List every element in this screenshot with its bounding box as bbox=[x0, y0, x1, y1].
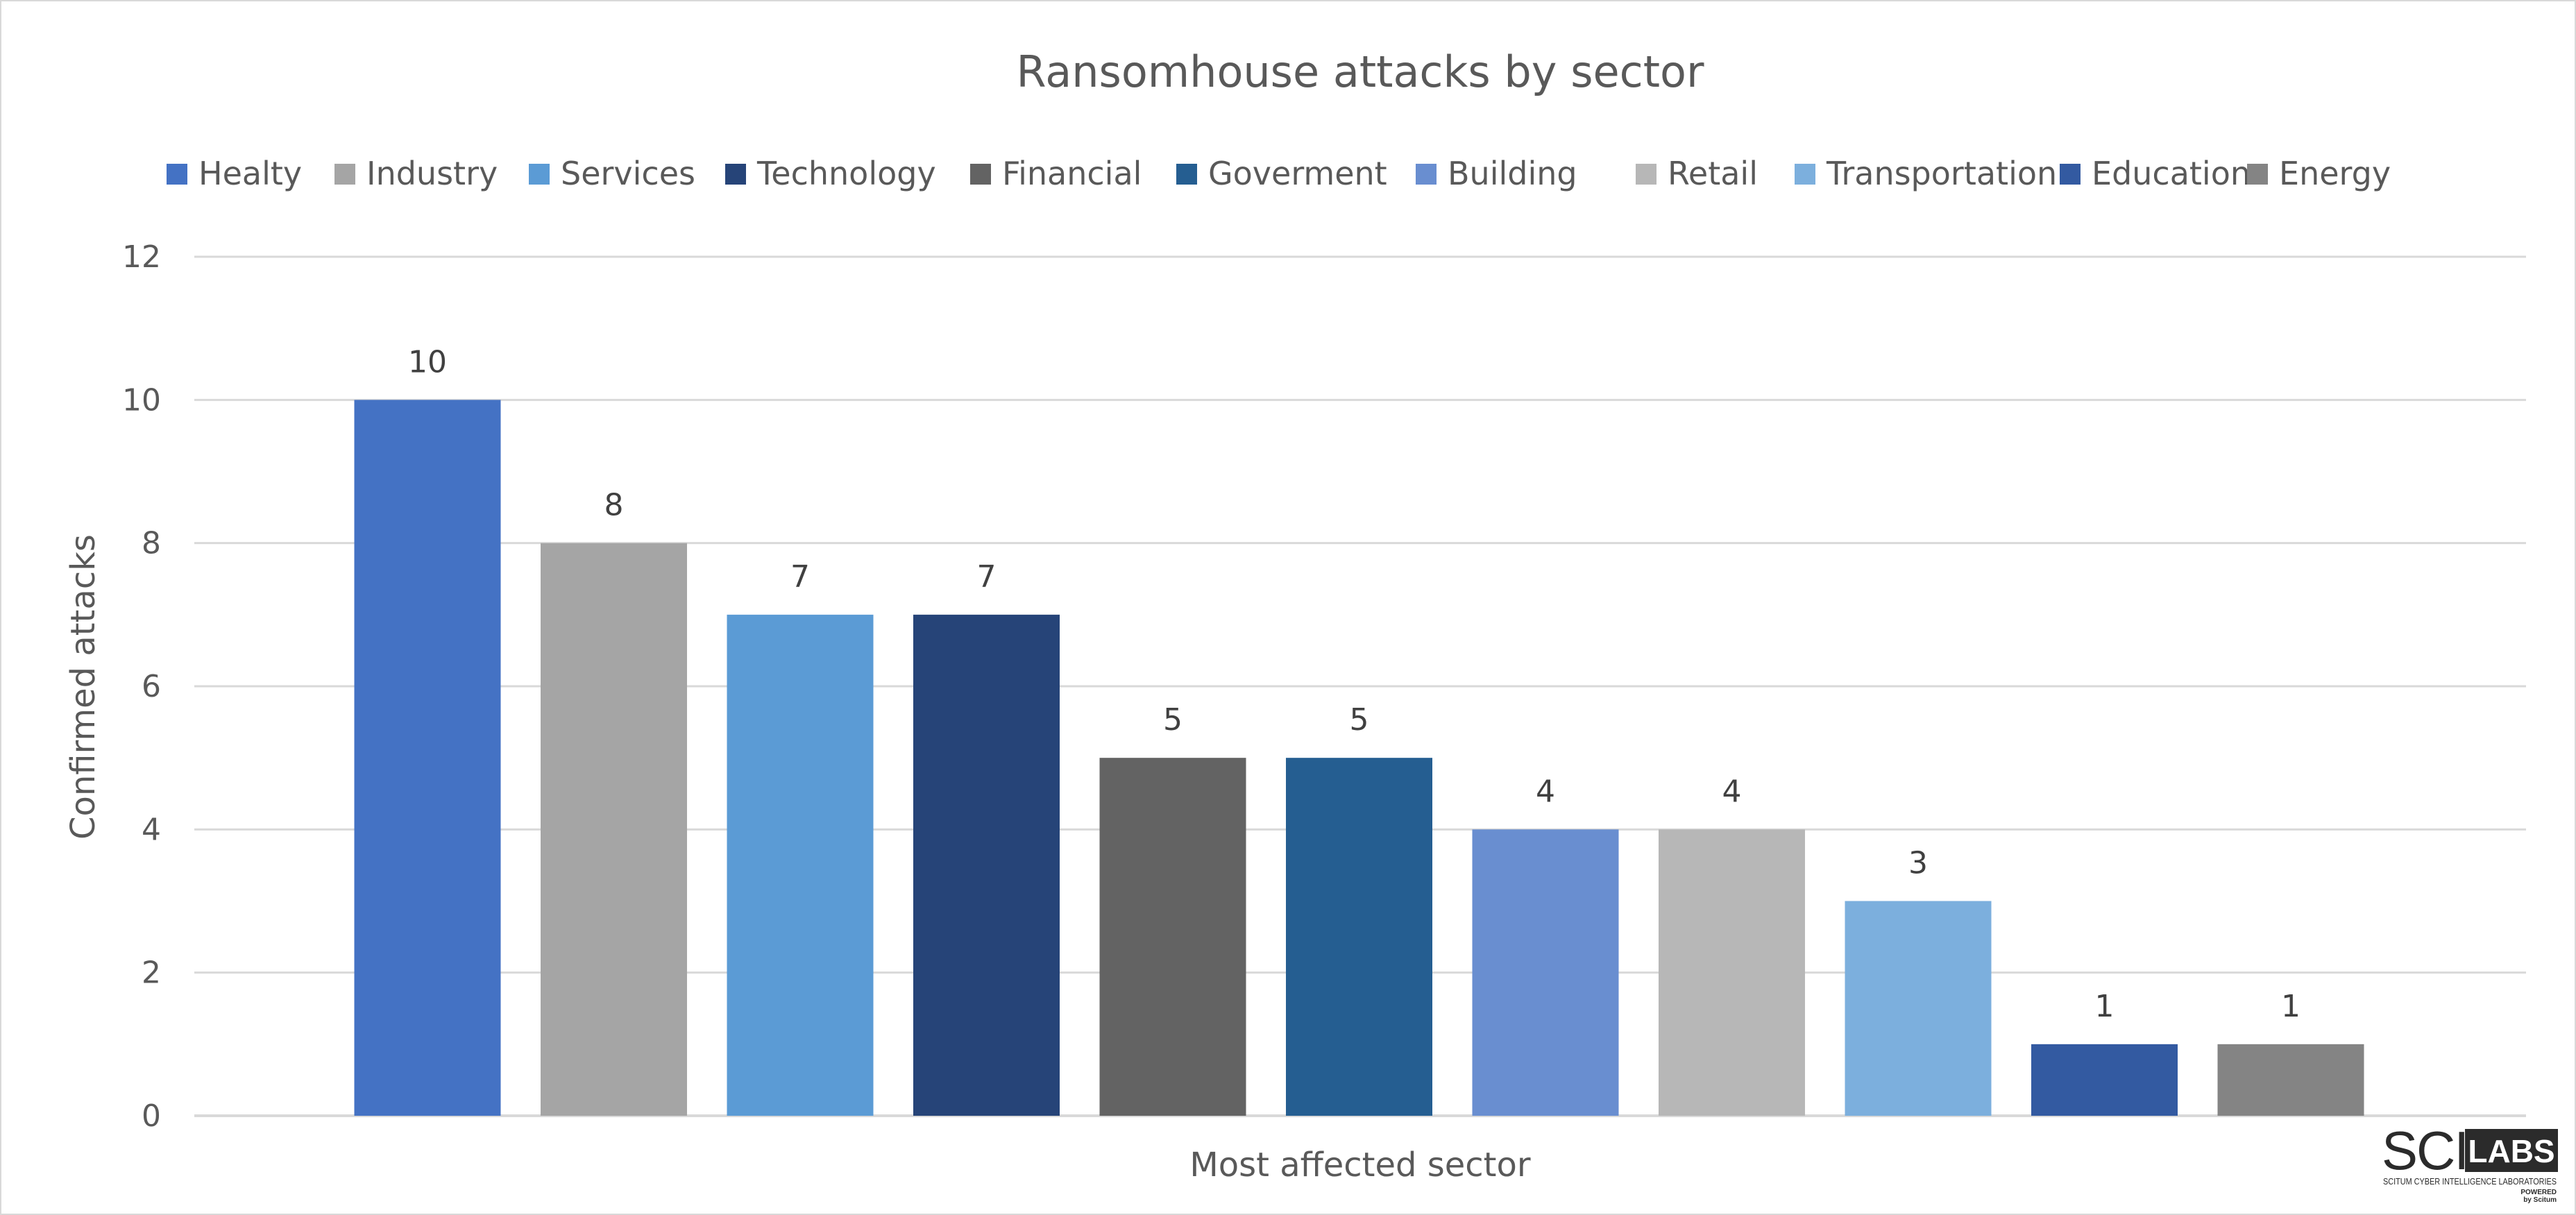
y-tick-label: 12 bbox=[122, 239, 161, 275]
y-tick-label: 10 bbox=[122, 382, 161, 418]
data-label: 8 bbox=[604, 488, 624, 523]
data-label: 3 bbox=[1908, 846, 1928, 881]
bar-technology bbox=[913, 614, 1060, 1116]
bar-services bbox=[727, 614, 874, 1116]
data-label: 1 bbox=[2281, 989, 2300, 1024]
legend-swatch bbox=[529, 164, 550, 185]
y-axis-title: Confirmed attacks bbox=[64, 534, 103, 840]
legend-swatch bbox=[167, 164, 187, 185]
legend-item-technology: Technology bbox=[725, 155, 936, 192]
scilabs-logo: SCI LABS SCITUM CYBER INTELLIGENCE LABOR… bbox=[2382, 1121, 2558, 1204]
bar-goverment bbox=[1286, 758, 1432, 1116]
data-label: 5 bbox=[1350, 702, 1369, 738]
legend-item-education: Education bbox=[2060, 155, 2251, 192]
legend-swatch bbox=[2060, 164, 2081, 185]
legend-label: Energy bbox=[2279, 155, 2391, 192]
legend-item-services: Services bbox=[529, 155, 695, 192]
legend-label: Transportation bbox=[1826, 155, 2057, 192]
legend-item-goverment: Goverment bbox=[1176, 155, 1387, 192]
bars bbox=[354, 400, 2364, 1116]
chart-title: Ransomhouse attacks by sector bbox=[1017, 46, 1704, 97]
legend-label: Technology bbox=[756, 155, 936, 192]
legend-label: Education bbox=[2092, 155, 2251, 192]
data-label: 7 bbox=[977, 559, 997, 595]
legend-item-transportation: Transportation bbox=[1795, 155, 2057, 192]
legend-swatch bbox=[2247, 164, 2268, 185]
data-label: 10 bbox=[408, 344, 447, 380]
logo-sci-text: SCI bbox=[2382, 1121, 2468, 1181]
legend-label: Goverment bbox=[1208, 155, 1387, 192]
legend-item-financial: Financial bbox=[970, 155, 1142, 192]
bar-industry bbox=[541, 543, 687, 1116]
logo-labs-box bbox=[2465, 1129, 2558, 1172]
y-tick-label: 8 bbox=[142, 526, 161, 561]
bar-energy bbox=[2217, 1044, 2364, 1116]
bar-retail bbox=[1659, 829, 1805, 1116]
legend-label: Healty bbox=[198, 155, 302, 192]
y-tick-label: 6 bbox=[142, 669, 161, 704]
logo-subtitle: SCITUM CYBER INTELLIGENCE LABORATORIES bbox=[2383, 1176, 2557, 1187]
legend-label: Services bbox=[561, 155, 695, 192]
data-label: 7 bbox=[790, 559, 810, 595]
bar-education bbox=[2031, 1044, 2178, 1116]
data-label: 4 bbox=[1536, 774, 1555, 809]
legend-swatch bbox=[1795, 164, 1815, 185]
legend-label: Retail bbox=[1668, 155, 1758, 192]
legend-swatch bbox=[334, 164, 355, 185]
legend-item-building: Building bbox=[1416, 155, 1577, 192]
bar-financial bbox=[1099, 758, 1246, 1116]
y-tick-label: 0 bbox=[142, 1098, 161, 1134]
legend-label: Industry bbox=[366, 155, 498, 192]
legend-label: Building bbox=[1448, 155, 1577, 192]
legend-item-healty: Healty bbox=[167, 155, 302, 192]
data-label: 5 bbox=[1163, 702, 1183, 738]
bar-building bbox=[1472, 829, 1619, 1116]
data-label: 4 bbox=[1722, 774, 1742, 809]
chart-legend: Healty Industry Services Technology Financia… bbox=[167, 155, 2391, 192]
bar-healty bbox=[354, 400, 501, 1116]
y-tick-label: 4 bbox=[142, 812, 161, 847]
legend-swatch bbox=[1636, 164, 1656, 185]
legend-swatch bbox=[1176, 164, 1197, 185]
y-tick-label: 2 bbox=[142, 955, 161, 991]
legend-label: Financial bbox=[1002, 155, 1142, 192]
logo-powered: POWERED bbox=[2520, 1189, 2557, 1196]
x-axis-title: Most affected sector bbox=[1189, 1146, 1530, 1184]
legend-swatch bbox=[725, 164, 746, 185]
data-label: 1 bbox=[2095, 989, 2115, 1024]
logo-by: by Scitum bbox=[2523, 1196, 2557, 1204]
legend-item-energy: Energy bbox=[2247, 155, 2391, 192]
legend-item-retail: Retail bbox=[1636, 155, 1758, 192]
y-axis-ticks: 0 2 4 6 8 10 12 bbox=[122, 239, 161, 1134]
bar-transportation bbox=[1845, 901, 1992, 1116]
legend-swatch bbox=[1416, 164, 1437, 185]
legend-item-industry: Industry bbox=[334, 155, 498, 192]
data-labels: 10 8 7 7 5 5 4 4 3 1 1 bbox=[408, 344, 2300, 1024]
logo-labs-text: LABS bbox=[2468, 1133, 2554, 1169]
legend-swatch bbox=[970, 164, 991, 185]
